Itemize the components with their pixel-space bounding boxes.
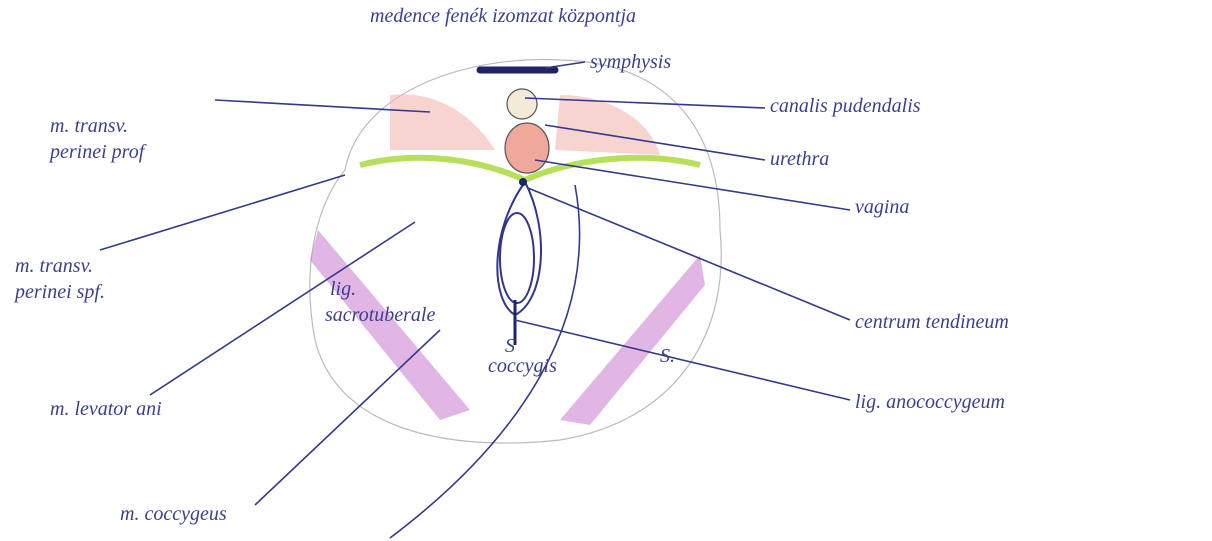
label: m. transv. <box>15 255 93 277</box>
label: S. <box>660 345 675 367</box>
labels: symphysis canalis pudendalis urethra vagina… <box>13 51 1009 525</box>
label: vagina <box>855 196 909 218</box>
label: m. transv. <box>50 115 128 137</box>
label: lig. <box>330 278 356 300</box>
label: symphysis <box>590 51 671 73</box>
label: perinei prof <box>48 141 147 163</box>
label: perinei spf. <box>13 281 105 303</box>
label: urethra <box>770 148 829 170</box>
label: S <box>505 335 515 357</box>
label: m. coccygeus <box>120 503 227 525</box>
pelvic-floor-drawing <box>309 58 722 444</box>
label: coccygis <box>488 355 557 377</box>
label: sacrotuberale <box>325 304 435 326</box>
label: canalis pudendalis <box>770 95 921 117</box>
label: lig. anococcygeum <box>855 391 1005 413</box>
leader-lines <box>99 61 851 539</box>
label: centrum tendineum <box>855 311 1009 333</box>
label: m. levator ani <box>50 398 162 420</box>
title: medence fenék izomzat központja <box>370 5 636 27</box>
